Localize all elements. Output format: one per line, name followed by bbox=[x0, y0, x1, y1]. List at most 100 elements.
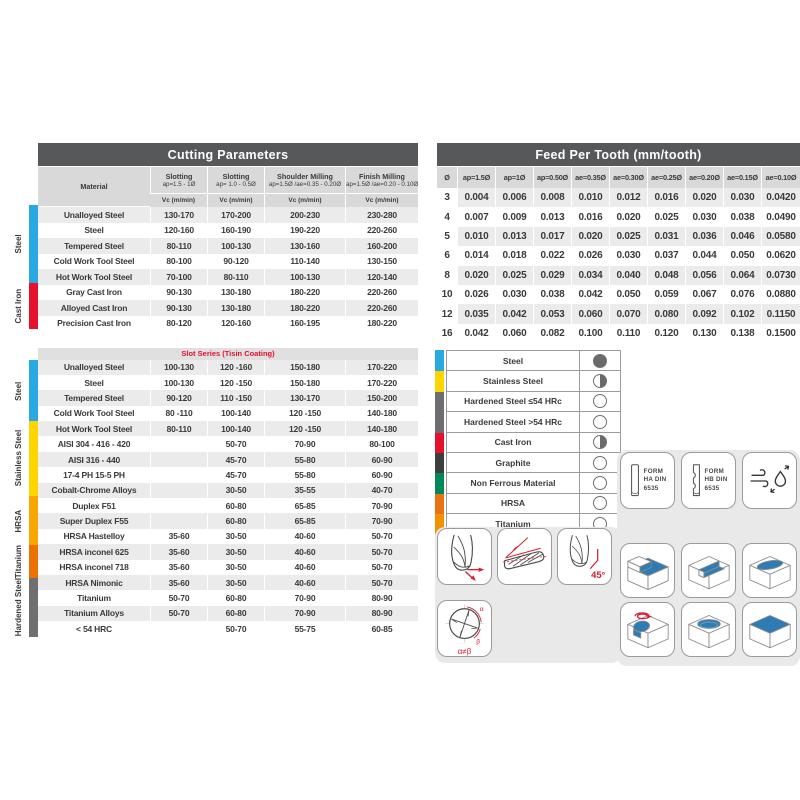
value-cell: 190-220 bbox=[264, 222, 345, 238]
legend-material-label: HRSA bbox=[446, 493, 580, 515]
feed-value-cell: 0.006 bbox=[495, 188, 533, 208]
group-color-bar bbox=[29, 545, 38, 579]
feed-value-cell: 0.0490 bbox=[761, 207, 800, 227]
material-cell: Cobalt-Chrome Alloys bbox=[38, 482, 150, 499]
legend-row: HRSA bbox=[435, 493, 621, 515]
value-cell: 30-50 bbox=[207, 559, 264, 575]
legend-row: Stainless Steel bbox=[435, 371, 621, 392]
badge-end-mill-chamfer: 45° bbox=[557, 528, 612, 585]
material-cell: HRSA Hastelloy bbox=[38, 528, 150, 545]
value-cell: 130-170 bbox=[150, 207, 207, 223]
feed-value-cell: 0.018 bbox=[495, 246, 533, 266]
feed-value-cell: 0.013 bbox=[495, 226, 533, 247]
value-cell: 30-50 bbox=[207, 544, 264, 560]
legend-material-label: Steel bbox=[446, 350, 580, 372]
feed-value-cell: 0.070 bbox=[609, 304, 647, 324]
feed-value-cell: 0.030 bbox=[609, 246, 647, 266]
suitability-empty-circle-icon bbox=[593, 455, 607, 470]
table-row: Unalloyed Steel 100-130 120 -160 150-180 170… bbox=[38, 359, 419, 375]
group-color-bar bbox=[29, 578, 38, 637]
legend-row: Non Ferrous Material bbox=[435, 473, 621, 494]
value-cell: 110 -150 bbox=[207, 390, 264, 406]
legend-color-chip bbox=[435, 371, 446, 392]
material-cell: Titanium bbox=[38, 590, 150, 606]
table-row: Steel 120-160 160-190 190-220 220-260 bbox=[38, 222, 418, 238]
feed-value-cell: 0.012 bbox=[609, 188, 647, 208]
value-cell: 160-190 bbox=[207, 222, 264, 238]
value-cell: 130-160 bbox=[264, 238, 345, 254]
group-label: HRSA bbox=[14, 508, 23, 532]
end-mill-corner-radius-icon bbox=[451, 534, 485, 581]
legend-material-label: Hardened Steel >54 HRc bbox=[446, 412, 580, 433]
feed-value-cell: 0.026 bbox=[571, 246, 609, 266]
value-cell: 150-200 bbox=[345, 390, 419, 406]
slot-table: Slot Series (Tisin Coating) Unalloyed St… bbox=[38, 348, 419, 637]
value-cell: 170-220 bbox=[345, 374, 419, 391]
value-cell: 40-60 bbox=[264, 528, 345, 545]
unit-cell: Vc (m/min) bbox=[207, 194, 264, 207]
feed-value-cell: 0.025 bbox=[609, 226, 647, 247]
feed-value-cell: 0.1150 bbox=[761, 304, 800, 324]
suitability-empty-circle-icon bbox=[593, 496, 607, 511]
group-color-bar bbox=[29, 205, 38, 283]
table-row: Precision Cast Iron 80-120 120-160 160-195 1… bbox=[38, 315, 418, 331]
value-cell: 120 -150 bbox=[264, 405, 345, 422]
legend-material-label: Stainless Steel bbox=[446, 371, 580, 392]
feed-table-row: 10 0.026 0.030 0.038 0.042 0.050 0.059 0.067 0.0… bbox=[437, 284, 800, 305]
column-header: Finish Milling ap=1.5Ø /ae=0.20 - 0.10Ø bbox=[345, 167, 418, 194]
legend-row: Hardened Steel >54 HRc bbox=[435, 412, 621, 433]
table-row: Tempered Steel 90-120 110 -150 130-170 150-2… bbox=[38, 390, 419, 406]
value-cell: 100-140 bbox=[207, 421, 264, 437]
value-cell: 180-220 bbox=[264, 300, 345, 316]
value-cell: 80-110 bbox=[150, 238, 207, 254]
table-row: 17-4 PH 15-5 PH 45-70 55-80 60-90 bbox=[38, 467, 419, 483]
table-row: Gray Cast Iron 90-130 130-180 180-220 220-26… bbox=[38, 284, 418, 300]
value-cell: 50-70 bbox=[345, 544, 419, 560]
value-cell: 50-70 bbox=[345, 574, 419, 591]
value-cell: 120-160 bbox=[207, 315, 264, 331]
feed-value-cell: 0.009 bbox=[495, 207, 533, 227]
group-label: Steel bbox=[14, 380, 23, 400]
value-cell: 160-195 bbox=[264, 315, 345, 331]
chamfer-angle-label: 45° bbox=[591, 569, 605, 580]
feed-value-cell: 0.020 bbox=[609, 207, 647, 227]
feed-value-cell: 0.031 bbox=[647, 226, 685, 247]
value-cell: 140-180 bbox=[345, 405, 419, 422]
feed-value-cell: 0.014 bbox=[457, 246, 495, 266]
feed-value-cell: 0.100 bbox=[571, 323, 609, 344]
feed-table-row: 16 0.042 0.060 0.082 0.100 0.110 0.120 0.130 0.1… bbox=[437, 323, 800, 344]
value-cell bbox=[150, 621, 207, 637]
feed-value-cell: 0.020 bbox=[571, 226, 609, 247]
material-cell: HRSA Nimonic bbox=[38, 574, 150, 591]
value-cell: 120 -150 bbox=[264, 421, 345, 437]
material-group-titanium: Titanium bbox=[8, 545, 38, 579]
value-cell: 50-70 bbox=[345, 528, 419, 545]
cutting-table: Material Slotting ap=1.5 - 1Ø Slotting ap=… bbox=[38, 167, 418, 331]
feed-value-cell: 0.130 bbox=[685, 323, 723, 344]
material-cell: Gray Cast Iron bbox=[38, 284, 150, 300]
cutting-parameters-title: Cutting Parameters bbox=[38, 143, 418, 166]
feed-column-header: ae=0.35Ø bbox=[571, 167, 609, 188]
material-group-hrsa: HRSA bbox=[8, 495, 38, 546]
value-cell: 30-50 bbox=[207, 482, 264, 499]
value-cell: 150-180 bbox=[264, 374, 345, 391]
table-row: Cold Work Tool Steel 80-100 90-120 110-140 1… bbox=[38, 253, 418, 269]
feed-value-cell: 0.038 bbox=[533, 284, 571, 305]
suitability-full-circle-icon bbox=[593, 353, 607, 368]
legend-material-label: Graphite bbox=[446, 452, 580, 474]
value-cell: 80 -110 bbox=[150, 405, 207, 422]
feed-value-cell: 0.030 bbox=[685, 207, 723, 227]
table-row: Super Duplex F55 60-80 65-85 70-90 bbox=[38, 513, 419, 529]
material-cell: AISI 316 - 440 bbox=[38, 451, 150, 468]
material-legend: Steel Stainless Steel Hardened Steel ≤54 H… bbox=[435, 350, 621, 535]
material-cell: Tempered Steel bbox=[38, 390, 150, 406]
value-cell: 35-60 bbox=[150, 559, 207, 575]
legend-suitability-cell bbox=[580, 350, 621, 372]
feed-value-cell: 0.050 bbox=[609, 284, 647, 305]
legend-suitability-cell bbox=[580, 493, 621, 515]
feed-value-cell: 0.017 bbox=[533, 226, 571, 247]
material-group-hardened-steel: Hardened Steel bbox=[8, 578, 38, 637]
value-cell: 70-90 bbox=[345, 498, 419, 514]
group-label: Hardened Steel bbox=[14, 578, 23, 637]
